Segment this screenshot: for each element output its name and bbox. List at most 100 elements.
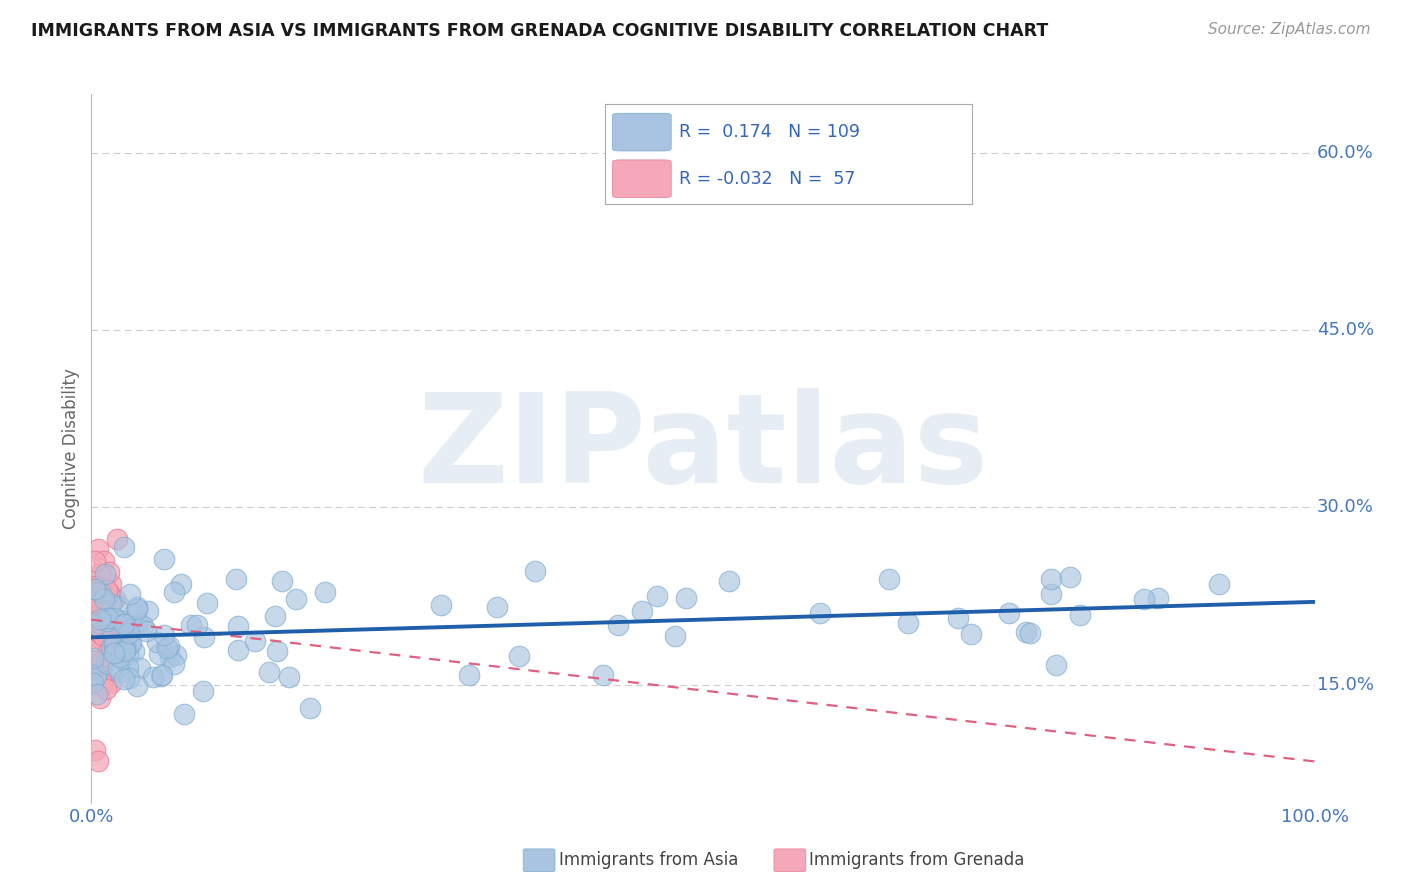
Point <box>108 649 131 664</box>
Point <box>645 589 668 603</box>
Point <box>84 666 107 681</box>
Point <box>90 627 112 641</box>
Point <box>98 623 121 637</box>
Point <box>129 661 152 675</box>
Point <box>195 595 218 609</box>
Point <box>84 614 107 628</box>
Point <box>83 612 105 626</box>
Point <box>83 615 105 629</box>
Point <box>607 618 630 632</box>
Text: 60.0%: 60.0% <box>1317 144 1374 161</box>
Point <box>94 681 117 696</box>
Point <box>149 668 172 682</box>
Point <box>89 691 111 706</box>
Point <box>136 604 159 618</box>
Point <box>100 641 122 656</box>
Text: Immigrants from Grenada: Immigrants from Grenada <box>810 851 1025 869</box>
Point <box>186 618 208 632</box>
Point <box>97 611 120 625</box>
Point <box>120 636 142 650</box>
Point <box>125 600 148 615</box>
Point <box>82 654 104 668</box>
Point <box>84 617 107 632</box>
Point <box>299 701 322 715</box>
Point <box>103 611 125 625</box>
Point <box>114 642 136 657</box>
Point <box>117 660 139 674</box>
Point <box>508 649 530 664</box>
Point <box>98 650 121 665</box>
Point <box>96 590 118 604</box>
Point <box>90 627 112 641</box>
Point <box>86 596 108 610</box>
Point <box>104 591 127 606</box>
Point <box>157 639 180 653</box>
Point <box>148 647 170 661</box>
Point <box>163 585 186 599</box>
Text: 15.0%: 15.0% <box>1317 675 1374 694</box>
Point <box>225 572 247 586</box>
Point <box>101 628 124 642</box>
Point <box>1133 591 1156 606</box>
Point <box>998 606 1021 620</box>
Point <box>122 644 145 658</box>
Point <box>1018 625 1040 640</box>
Point <box>115 627 138 641</box>
Point <box>114 637 136 651</box>
Point <box>80 607 103 622</box>
Point <box>107 643 129 657</box>
Point <box>429 598 451 612</box>
Point <box>90 673 112 688</box>
Point <box>93 592 115 607</box>
Point <box>90 592 112 607</box>
Point <box>879 573 901 587</box>
Point <box>100 676 122 690</box>
Point <box>125 679 148 693</box>
Point <box>226 619 249 633</box>
Point <box>112 616 135 631</box>
Point <box>105 533 128 547</box>
Text: IMMIGRANTS FROM ASIA VS IMMIGRANTS FROM GRENADA COGNITIVE DISABILITY CORRELATION: IMMIGRANTS FROM ASIA VS IMMIGRANTS FROM … <box>31 22 1049 40</box>
Point <box>86 687 108 701</box>
Point <box>314 585 336 599</box>
Point <box>84 554 107 568</box>
Point <box>117 647 139 661</box>
Point <box>82 595 104 609</box>
Point <box>98 646 121 660</box>
Point <box>243 634 266 648</box>
Point <box>84 579 107 593</box>
Point <box>86 614 108 628</box>
Point <box>146 635 169 649</box>
Point <box>1015 625 1038 640</box>
Text: Immigrants from Asia: Immigrants from Asia <box>558 851 738 869</box>
Point <box>180 618 202 632</box>
Point <box>89 612 111 626</box>
Point <box>718 574 741 589</box>
Point <box>156 640 179 655</box>
Point <box>1208 576 1230 591</box>
Point <box>87 631 110 645</box>
Point <box>897 615 920 630</box>
Point <box>86 755 108 769</box>
Point <box>118 635 141 649</box>
Point <box>103 637 125 651</box>
Point <box>96 614 118 628</box>
Point <box>108 613 131 627</box>
Point <box>110 624 132 639</box>
Point <box>1069 607 1091 622</box>
Point <box>121 621 143 635</box>
Point <box>84 669 107 683</box>
Point <box>89 584 111 599</box>
FancyBboxPatch shape <box>773 849 806 871</box>
Point <box>86 607 108 622</box>
Point <box>86 541 108 556</box>
Point <box>132 619 155 633</box>
Text: 45.0%: 45.0% <box>1317 321 1374 339</box>
Point <box>122 606 145 620</box>
Point <box>94 585 117 599</box>
Point <box>960 627 983 641</box>
Point <box>80 657 103 671</box>
Text: 30.0%: 30.0% <box>1317 499 1374 516</box>
Point <box>153 628 176 642</box>
FancyBboxPatch shape <box>523 849 555 871</box>
